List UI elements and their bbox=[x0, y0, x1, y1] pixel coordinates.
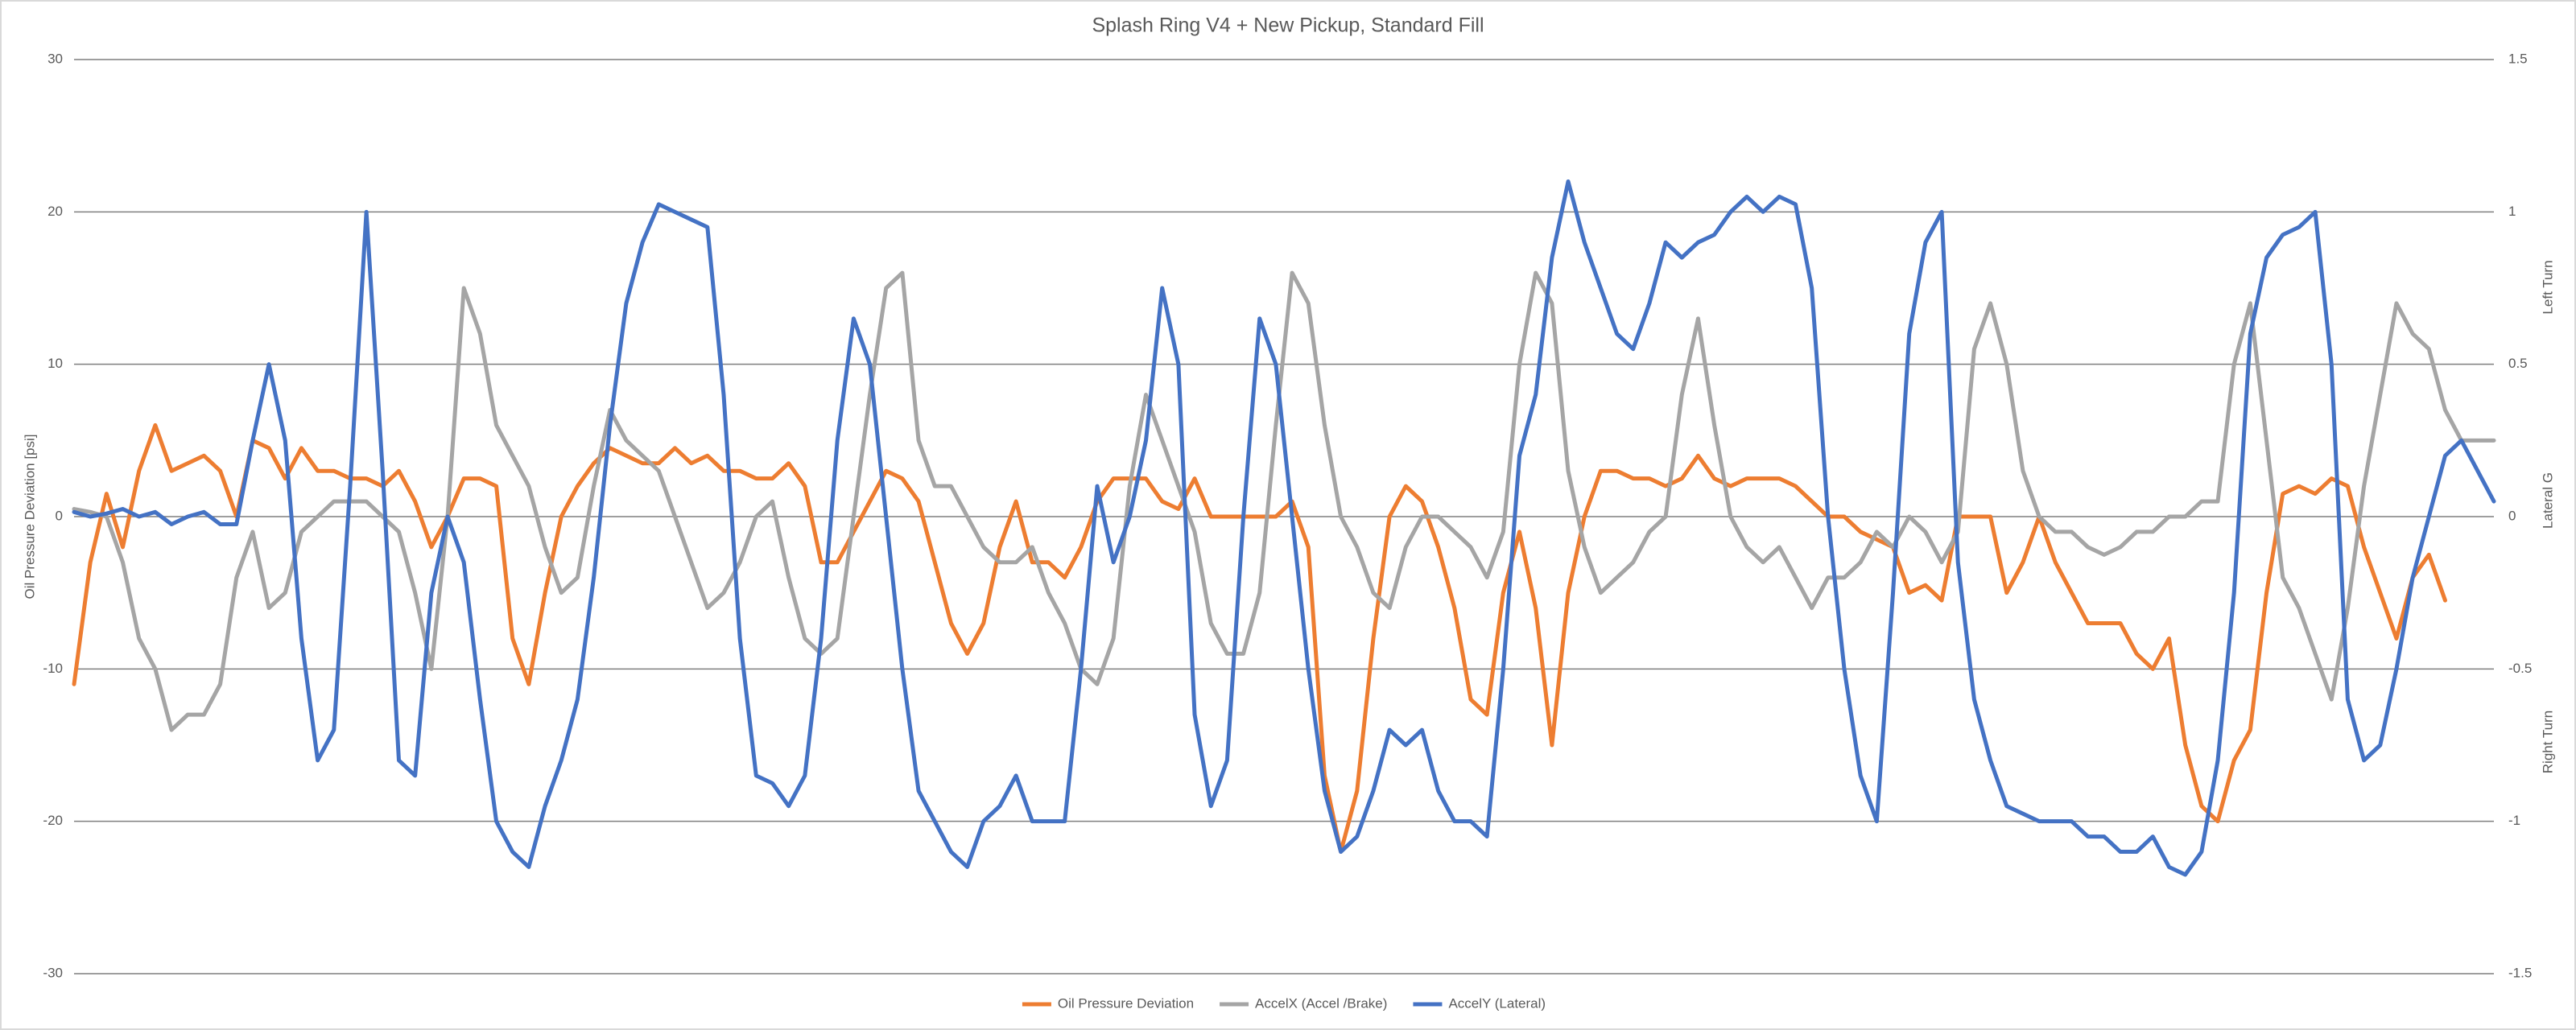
y2-axis-label: Lateral G bbox=[2540, 472, 2555, 529]
y-tick-label: 10 bbox=[47, 356, 63, 371]
y2-tick-label: 1 bbox=[2508, 204, 2516, 219]
annotation: Left Turn bbox=[2540, 260, 2555, 314]
y-tick-label: -30 bbox=[43, 965, 63, 980]
y-tick-label: -20 bbox=[43, 813, 63, 828]
annotation: Right Turn bbox=[2540, 711, 2555, 773]
series-line bbox=[72, 179, 2496, 877]
legend-label: AccelY (Lateral) bbox=[1448, 995, 1546, 1011]
y2-tick-label: 1.5 bbox=[2508, 51, 2528, 66]
series-line bbox=[72, 270, 2496, 732]
y-tick-label: 30 bbox=[47, 51, 63, 66]
y-tick-label: 0 bbox=[56, 508, 63, 523]
chart-title: Splash Ring V4 + New Pickup, Standard Fi… bbox=[1092, 14, 1484, 37]
legend-label: AccelX (Accel /Brake) bbox=[1255, 995, 1387, 1011]
y-axis-label: Oil Pressure Deviation [psi] bbox=[22, 434, 37, 599]
y2-tick-label: -0.5 bbox=[2508, 661, 2532, 676]
y2-tick-label: 0 bbox=[2508, 508, 2516, 523]
y-tick-label: -10 bbox=[43, 661, 63, 676]
y2-tick-label: -1 bbox=[2508, 813, 2520, 828]
series-line bbox=[72, 422, 2447, 855]
y2-tick-label: 0.5 bbox=[2508, 356, 2528, 371]
legend-label: Oil Pressure Deviation bbox=[1058, 995, 1194, 1011]
y-tick-label: 20 bbox=[47, 204, 63, 219]
y2-tick-label: -1.5 bbox=[2508, 965, 2532, 980]
